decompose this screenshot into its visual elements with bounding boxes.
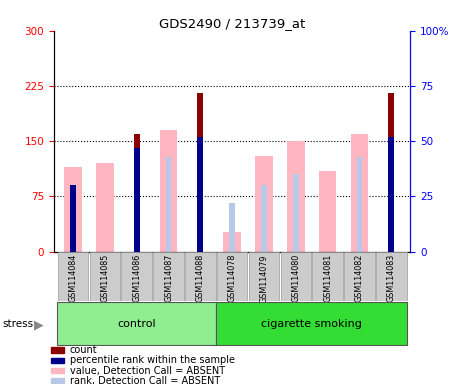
Bar <box>261 185 267 252</box>
Bar <box>134 148 140 252</box>
FancyBboxPatch shape <box>217 252 248 301</box>
Bar <box>229 203 235 252</box>
Text: percentile rank within the sample: percentile rank within the sample <box>69 355 234 365</box>
Text: GSM114086: GSM114086 <box>132 254 141 302</box>
Text: rank, Detection Call = ABSENT: rank, Detection Call = ABSENT <box>69 376 220 384</box>
FancyBboxPatch shape <box>185 252 216 301</box>
Bar <box>96 163 113 252</box>
Text: count: count <box>69 345 97 355</box>
Bar <box>70 185 76 252</box>
Bar <box>287 141 304 252</box>
Text: GSM114078: GSM114078 <box>227 254 237 302</box>
Bar <box>197 137 203 252</box>
Bar <box>388 137 394 252</box>
FancyBboxPatch shape <box>153 252 184 301</box>
Text: GSM114088: GSM114088 <box>196 254 205 302</box>
Bar <box>51 347 64 353</box>
Text: GSM114080: GSM114080 <box>291 254 300 302</box>
Bar <box>356 157 363 252</box>
Text: GSM114084: GSM114084 <box>68 254 77 302</box>
FancyBboxPatch shape <box>344 252 375 301</box>
Text: GSM114081: GSM114081 <box>323 254 332 302</box>
Text: GSM114079: GSM114079 <box>259 254 268 303</box>
FancyBboxPatch shape <box>216 302 407 345</box>
Bar <box>51 358 64 363</box>
Bar <box>160 130 177 252</box>
FancyBboxPatch shape <box>121 252 152 301</box>
FancyBboxPatch shape <box>376 252 407 301</box>
Text: GSM114082: GSM114082 <box>355 254 364 302</box>
Text: control: control <box>117 318 156 329</box>
Text: cigarette smoking: cigarette smoking <box>261 318 362 329</box>
Text: GSM114083: GSM114083 <box>387 254 396 302</box>
Bar <box>64 167 82 252</box>
FancyBboxPatch shape <box>90 252 120 301</box>
Text: value, Detection Call = ABSENT: value, Detection Call = ABSENT <box>69 366 225 376</box>
Text: GSM114085: GSM114085 <box>100 254 109 302</box>
FancyBboxPatch shape <box>280 252 311 301</box>
Text: ▶: ▶ <box>34 318 44 331</box>
FancyBboxPatch shape <box>58 252 88 301</box>
Bar <box>197 93 203 252</box>
Bar <box>51 368 64 373</box>
FancyBboxPatch shape <box>57 302 216 345</box>
Title: GDS2490 / 213739_at: GDS2490 / 213739_at <box>159 17 305 30</box>
Bar <box>51 378 64 384</box>
FancyBboxPatch shape <box>312 252 343 301</box>
Text: GSM114087: GSM114087 <box>164 254 173 302</box>
Bar <box>134 134 140 252</box>
FancyBboxPatch shape <box>249 252 279 301</box>
Bar <box>223 232 241 252</box>
Bar <box>255 156 273 252</box>
Bar <box>319 170 336 252</box>
Bar <box>293 174 299 252</box>
Bar <box>351 134 368 252</box>
Text: stress: stress <box>2 319 33 329</box>
Bar <box>166 157 171 252</box>
Bar <box>388 93 394 252</box>
